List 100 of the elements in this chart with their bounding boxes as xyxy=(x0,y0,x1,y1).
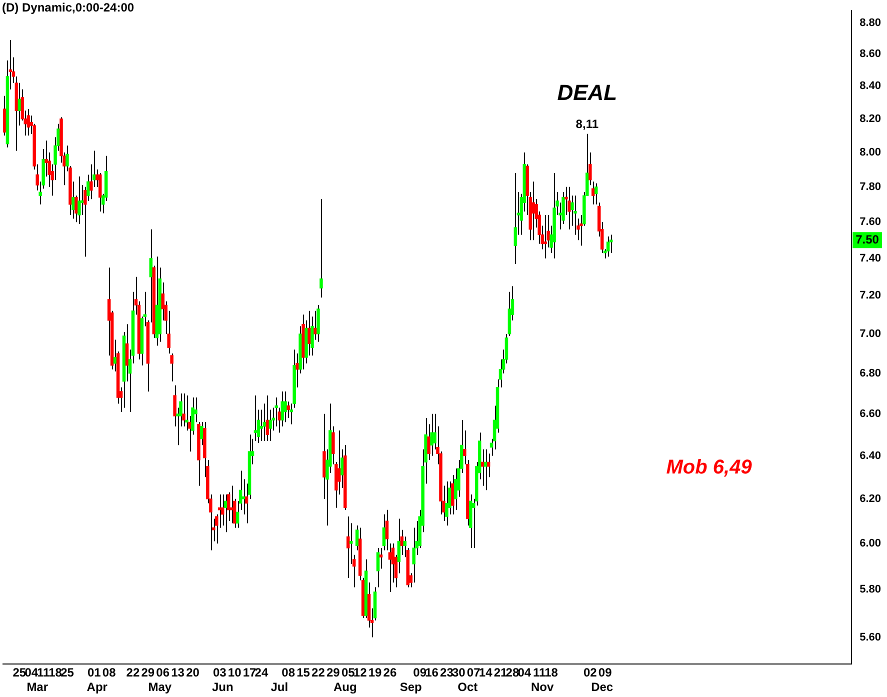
y-tick-label: 8.80 xyxy=(860,16,882,29)
annotation: Mob 6,49 xyxy=(666,456,753,479)
y-tick-label: 5.60 xyxy=(860,631,882,644)
annotation: DEAL xyxy=(557,80,618,105)
candlestick xyxy=(430,413,434,456)
annotation: 8,11 xyxy=(576,116,599,131)
x-tick-label: 24 xyxy=(254,666,268,680)
x-tick-label: Oct xyxy=(458,680,478,694)
candlestick xyxy=(445,480,448,526)
x-tick-label: 12 xyxy=(353,666,368,680)
x-tick-label: 02 xyxy=(583,666,598,680)
candlestick xyxy=(544,214,547,259)
candlestick xyxy=(98,172,102,212)
x-tick-label: 03 xyxy=(212,666,227,680)
x-tick-label: 18 xyxy=(48,666,62,680)
candlestick xyxy=(266,395,270,442)
x-tick-label: 29 xyxy=(141,666,155,680)
candlestick xyxy=(308,310,311,356)
x-tick-label: Aug xyxy=(333,680,357,694)
x-tick-label: 29 xyxy=(326,666,340,680)
candlestick xyxy=(385,509,389,551)
candlestick xyxy=(170,353,174,382)
x-tick-label: 08 xyxy=(282,666,296,680)
candlestick xyxy=(379,548,383,570)
x-tick-label: 17 xyxy=(242,666,257,680)
y-tick-label: 7.80 xyxy=(860,180,882,193)
y-tick-label: 6.40 xyxy=(860,450,882,462)
candlestick xyxy=(532,181,535,241)
y-tick-label: 5.80 xyxy=(860,584,882,596)
candlestick xyxy=(338,430,341,496)
candlestick xyxy=(382,514,386,551)
candlestick xyxy=(388,542,392,592)
y-tick-label: 8.60 xyxy=(860,48,882,60)
candlestick xyxy=(592,181,595,205)
x-tick-label: 13 xyxy=(171,666,185,680)
y-tick-label: 7.40 xyxy=(860,252,882,264)
x-tick-label: 16 xyxy=(425,666,439,680)
candlestick xyxy=(514,172,518,264)
annotation: 7.50 xyxy=(856,232,880,246)
candlestick xyxy=(594,182,598,205)
x-tick-label: Jul xyxy=(270,680,288,694)
x-tick-label: 11 xyxy=(36,666,50,680)
candlestick xyxy=(182,392,186,427)
x-tick-label: 22 xyxy=(126,666,140,680)
x-tick-label: 20 xyxy=(186,666,200,680)
x-tick-label: 08 xyxy=(102,666,116,680)
chart-title: (D) Dynamic,0:00-24:00 xyxy=(2,0,134,14)
x-tick-label: Apr xyxy=(86,680,108,694)
candlestick xyxy=(346,516,350,578)
candlestick xyxy=(314,310,317,340)
x-tick-label: 15 xyxy=(296,666,310,680)
x-tick-label: 14 xyxy=(478,666,493,680)
candlestick xyxy=(609,234,613,254)
candlestick xyxy=(254,395,258,442)
x-tick-label: Dec xyxy=(591,680,614,694)
x-tick-label: 25 xyxy=(60,666,74,680)
x-tick-label: Sep xyxy=(400,680,422,694)
x-tick-label: 18 xyxy=(544,666,558,680)
y-tick-label: 8.40 xyxy=(860,80,882,92)
x-tick-label: 26 xyxy=(383,666,397,680)
candlestick xyxy=(26,108,30,136)
y-tick-label: 7.60 xyxy=(860,216,882,228)
candlestick xyxy=(606,236,610,258)
x-tick-label: 09 xyxy=(598,666,612,680)
candlestick xyxy=(18,82,22,126)
candlestick xyxy=(113,339,117,372)
x-tick-label: Nov xyxy=(530,680,554,694)
candlestick xyxy=(284,390,287,423)
y-tick-label: 8.00 xyxy=(860,146,882,158)
x-tick-label: 04 xyxy=(24,666,38,680)
x-tick-label: 22 xyxy=(312,666,326,680)
y-tick-label: 7.20 xyxy=(860,290,882,302)
x-tick-label: May xyxy=(148,680,172,694)
candlestick xyxy=(78,176,81,224)
candlestick xyxy=(574,195,577,236)
x-tick-label: 09 xyxy=(413,666,427,680)
x-tick-label: Jun xyxy=(212,680,234,694)
candlestick xyxy=(320,198,323,298)
candlestick xyxy=(3,95,6,136)
x-tick-label: 30 xyxy=(452,666,466,680)
x-tick-label: 04 xyxy=(518,666,532,680)
x-tick-label: 21 xyxy=(494,666,508,680)
x-tick-label: Mar xyxy=(26,680,48,694)
y-tick-label: 7.00 xyxy=(860,328,882,340)
candlestick xyxy=(568,186,571,230)
x-tick-label: 01 xyxy=(87,666,102,680)
x-tick-label: 06 xyxy=(156,666,170,680)
x-tick-label: 19 xyxy=(368,666,382,680)
x-tick-label: 10 xyxy=(228,666,242,680)
x-tick-label: 23 xyxy=(440,666,454,680)
candlestick xyxy=(376,548,380,588)
candlestick xyxy=(349,522,353,565)
x-tick-label: 07 xyxy=(466,666,481,680)
x-tick-label: 05 xyxy=(341,666,356,680)
x-tick-label: 28 xyxy=(506,666,520,680)
x-tick-label: 11 xyxy=(533,666,546,680)
y-tick-label: 8.20 xyxy=(860,112,882,125)
y-tick-label: 6.60 xyxy=(860,408,882,420)
y-tick-label: 6.80 xyxy=(860,367,882,380)
y-tick-label: 6.20 xyxy=(860,492,882,505)
